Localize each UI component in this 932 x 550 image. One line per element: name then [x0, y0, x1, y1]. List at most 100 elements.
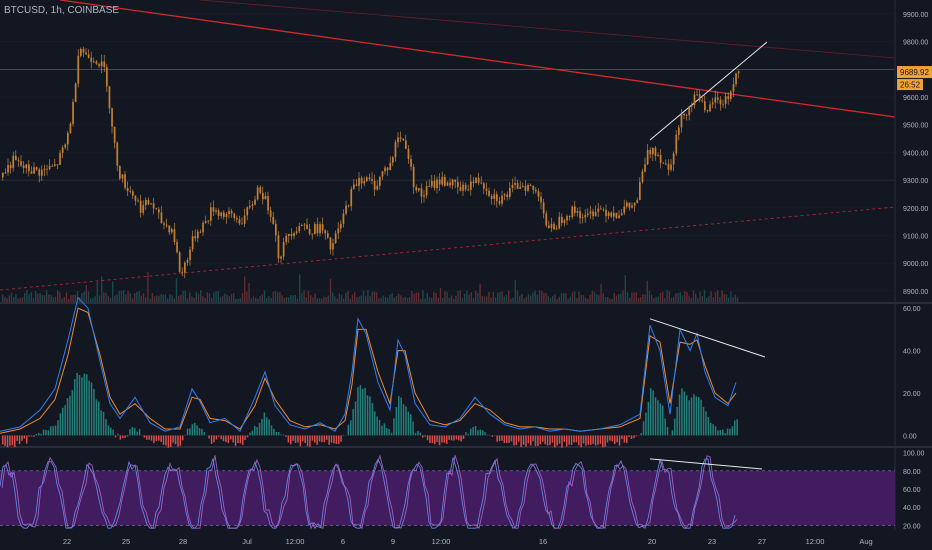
- macd-histogram-bar: [167, 435, 170, 448]
- volume-bar: [292, 295, 294, 302]
- candle-body: [514, 183, 516, 185]
- macd-histogram-bar: [700, 399, 702, 436]
- candle-body: [522, 185, 524, 187]
- candle-body: [735, 73, 737, 85]
- candle-body: [184, 262, 186, 273]
- macd-histogram-bar: [146, 435, 148, 440]
- volume-bar: [24, 292, 26, 302]
- volume-bar: [213, 292, 215, 302]
- candle-body: [350, 189, 353, 207]
- time-tick-label: 12:00: [286, 537, 305, 546]
- macd-histogram-bar: [242, 435, 244, 446]
- macd-histogram-bar: [95, 399, 98, 436]
- macd-histogram-bar: [378, 419, 381, 436]
- candle-body: [77, 55, 80, 84]
- price-tick-label: 9500.00: [903, 123, 928, 130]
- candle-body: [186, 260, 189, 263]
- macd-histogram-bar: [503, 435, 506, 444]
- macd-histogram-bar: [280, 434, 282, 436]
- candle-body: [431, 180, 433, 187]
- macd-tick-label: 60.00: [903, 306, 921, 313]
- candle-body: [433, 180, 436, 188]
- macd-histogram-bar: [597, 435, 599, 445]
- candle-body: [678, 127, 680, 135]
- macd-histogram-bar: [506, 435, 508, 444]
- macd-histogram-bar: [472, 426, 474, 436]
- macd-histogram-bar: [722, 429, 724, 436]
- volume-bar: [87, 291, 90, 302]
- macd-histogram-bar: [54, 425, 57, 436]
- candle-body: [9, 165, 12, 169]
- macd-histogram-bar: [419, 432, 422, 436]
- candle-body: [210, 207, 212, 221]
- macd-histogram-bar: [388, 428, 390, 436]
- macd-histogram-bar: [28, 435, 30, 437]
- macd-panel: 60.00 40.00 20.00 0.00: [0, 296, 921, 448]
- volume-bar: [204, 297, 206, 302]
- candle-body: [85, 52, 87, 55]
- volume-bar: [164, 294, 167, 302]
- candle-body: [615, 212, 618, 218]
- candle-body: [155, 208, 158, 210]
- volume-bar: [307, 290, 310, 302]
- volume-bar: [503, 296, 505, 302]
- stoch-rsi-d-line: [1, 454, 738, 530]
- macd-histogram-bar: [731, 426, 734, 436]
- macd-histogram-bar: [52, 426, 54, 436]
- macd-histogram-bar: [647, 401, 650, 436]
- macd-histogram-bar: [441, 435, 443, 443]
- candle-body: [269, 210, 272, 217]
- macd-histogram-bar: [573, 435, 575, 443]
- candle-body: [709, 104, 711, 112]
- macd-histogram-bar: [580, 435, 582, 448]
- volume-bar: [505, 294, 508, 302]
- volume-bar: [466, 290, 468, 302]
- volume-bar: [376, 292, 378, 302]
- candle-body: [197, 231, 199, 239]
- volume-bar: [149, 298, 151, 302]
- macd-histogram-bar: [210, 435, 213, 444]
- macd-histogram-bar: [518, 435, 520, 442]
- macd-histogram-bar: [654, 397, 657, 436]
- volume-bar: [142, 293, 145, 302]
- volume-bar: [59, 292, 61, 302]
- volume-bar: [508, 290, 510, 302]
- volume-bar: [367, 290, 369, 302]
- candle-body: [371, 179, 373, 181]
- candle-body: [714, 97, 717, 103]
- candle-body: [147, 199, 150, 205]
- candle-body: [641, 171, 644, 182]
- macd-histogram-bar: [119, 435, 122, 440]
- macd-histogram-bar: [568, 435, 570, 445]
- macd-histogram-bar: [498, 435, 501, 442]
- volume-bar: [424, 298, 426, 302]
- volume-bar: [288, 297, 290, 302]
- macd-histogram-bar: [690, 397, 693, 436]
- volume-bar: [589, 294, 591, 302]
- candle-body: [732, 84, 735, 92]
- volume-bar: [338, 293, 340, 302]
- volume-bar: [642, 294, 644, 302]
- volume-bar: [701, 295, 703, 302]
- volume-bar: [118, 290, 120, 302]
- volume-bar: [576, 298, 578, 302]
- candle-body: [124, 174, 126, 188]
- volume-bar: [640, 297, 642, 302]
- macd-histogram-bar: [136, 431, 138, 436]
- macd-histogram-bar: [335, 435, 338, 445]
- volume-bar: [558, 296, 560, 302]
- candle-body: [527, 185, 529, 191]
- macd-histogram-bar: [551, 435, 554, 443]
- macd-histogram-bar: [347, 424, 350, 436]
- macd-histogram-bar: [270, 425, 273, 436]
- candle-body: [462, 184, 464, 191]
- macd-histogram-bar: [62, 407, 64, 436]
- volume-bar: [103, 292, 105, 302]
- volume-bar: [169, 294, 171, 302]
- volume-bar: [21, 297, 24, 302]
- macd-histogram-bar: [249, 432, 251, 436]
- macd-histogram-bar: [275, 432, 278, 436]
- volume-bar: [675, 293, 677, 302]
- macd-histogram-bar: [45, 430, 47, 436]
